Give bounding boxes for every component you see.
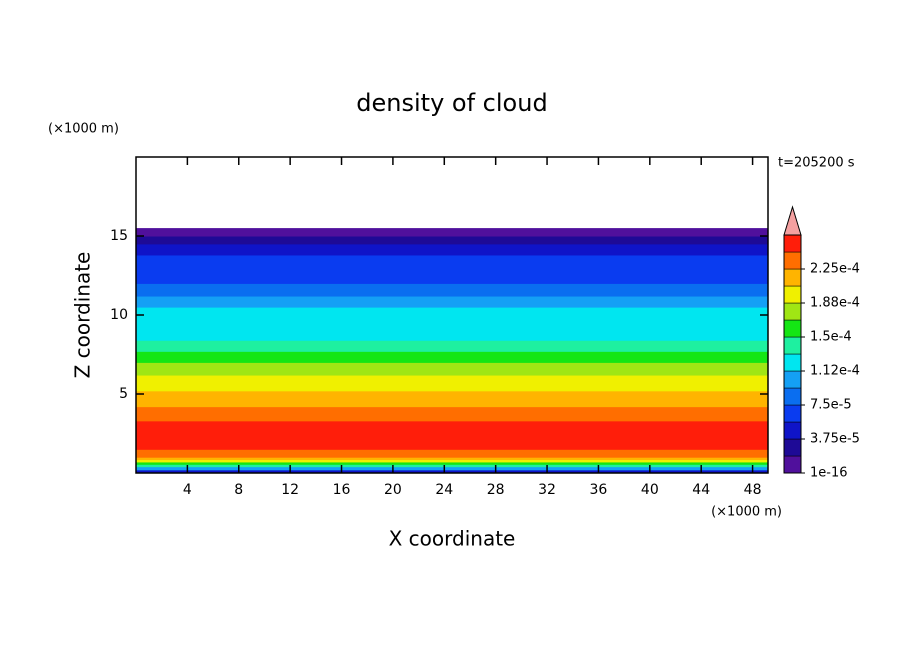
- contour-band: [136, 449, 768, 458]
- x-tick-label: 24: [435, 482, 453, 498]
- contour-band: [136, 457, 768, 461]
- x-tick-label: 28: [487, 482, 505, 498]
- time-label: t=205200 s: [778, 156, 855, 171]
- x-unit: (×1000 m): [711, 505, 782, 520]
- colorbar-tick-label: 7.5e-5: [810, 398, 852, 413]
- x-tick-label: 12: [281, 482, 299, 498]
- contour-band: [136, 464, 768, 468]
- contour-band: [136, 283, 768, 297]
- contour-band: [136, 375, 768, 392]
- colorbar-band: [783, 285, 802, 304]
- colorbar-tick-label: 1.88e-4: [810, 296, 860, 311]
- x-axis-title: X coordinate: [389, 527, 516, 551]
- y-axis-title: Z coordinate: [71, 252, 95, 379]
- x-tick-label: 44: [692, 482, 710, 498]
- x-tick-label: 4: [183, 482, 192, 498]
- y-tick-label: 10: [110, 307, 128, 323]
- colorbar-band: [783, 387, 802, 406]
- colorbar-overflow: [783, 205, 802, 236]
- contour-band: [136, 466, 768, 471]
- x-tick-label: 32: [538, 482, 556, 498]
- contour-band: [136, 307, 768, 341]
- x-tick-label: 36: [590, 482, 608, 498]
- x-tick-label: 48: [744, 482, 762, 498]
- colorbar-band: [783, 302, 802, 321]
- colorbar-band: [783, 353, 802, 372]
- y-unit: (×1000 m): [48, 122, 119, 137]
- colorbar-tick-label: 1.5e-4: [810, 330, 852, 345]
- contour-band: [136, 469, 768, 474]
- colorbar-band: [783, 319, 802, 338]
- x-tick-label: 16: [333, 482, 351, 498]
- colorbar-band: [783, 251, 802, 270]
- contour-band: [136, 236, 768, 245]
- contour-band: [136, 461, 768, 465]
- y-tick-label: 5: [119, 386, 128, 402]
- contour-band: [136, 362, 768, 376]
- contour-band: [136, 406, 768, 422]
- contour-band: [136, 351, 768, 363]
- chart-title: density of cloud: [356, 89, 547, 117]
- y-tick-label: 15: [110, 228, 128, 244]
- contour-band: [136, 420, 768, 450]
- colorbar-band: [783, 370, 802, 389]
- colorbar-band: [783, 455, 802, 474]
- colorbar-band: [783, 421, 802, 440]
- contour-band: [136, 459, 768, 463]
- colorbar-tick-label: 2.25e-4: [810, 262, 860, 277]
- contour-band: [136, 228, 768, 237]
- x-tick-label: 8: [234, 482, 243, 498]
- contour-band: [136, 296, 768, 308]
- colorbar-band: [783, 268, 802, 287]
- colorbar-tick-label: 1e-16: [810, 466, 848, 481]
- colorbar-band: [783, 438, 802, 457]
- x-tick-label: 20: [384, 482, 402, 498]
- colorbar-tick-label: 1.12e-4: [810, 364, 860, 379]
- contour-band: [136, 340, 768, 352]
- x-tick-label: 40: [641, 482, 659, 498]
- contour-band: [136, 390, 768, 408]
- colorbar-band: [783, 234, 802, 253]
- contour-band: [136, 243, 768, 256]
- contour-band: [136, 254, 768, 284]
- colorbar-tick-label: 3.75e-5: [810, 432, 860, 447]
- colorbar-band: [783, 336, 802, 355]
- colorbar-band: [783, 404, 802, 423]
- colorbar-frame: [783, 234, 802, 474]
